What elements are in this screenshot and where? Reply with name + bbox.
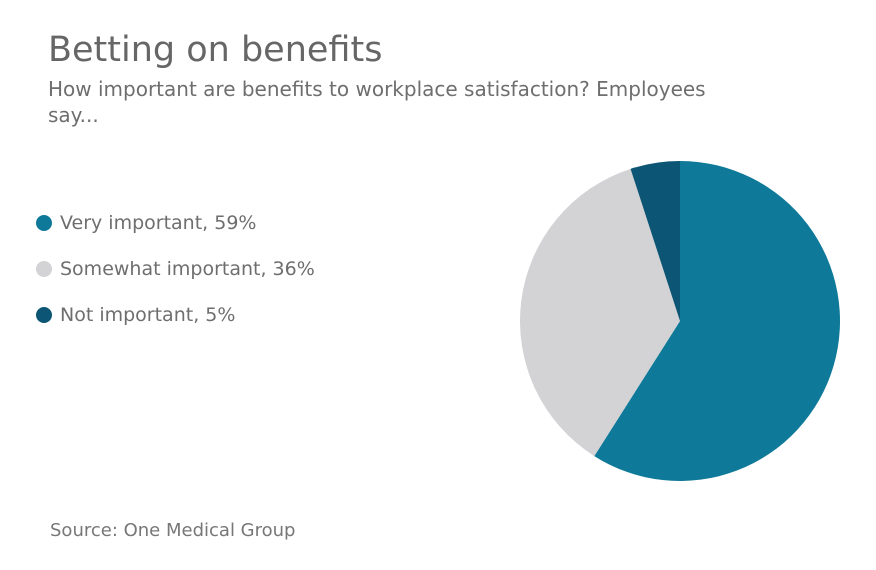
pie-slice-not-important [630,161,680,321]
legend-swatch [36,261,52,277]
legend-item-somewhat-important: Somewhat important, 36% [36,246,315,292]
legend-swatch [36,307,52,323]
legend-item-not-important: Not important, 5% [36,292,315,338]
source-note: Source: One Medical Group [50,520,296,541]
legend-swatch [36,215,52,231]
legend-item-very-important: Very important, 59% [36,200,315,246]
pie-slice-very-important [594,161,840,481]
pie-slice-somewhat-important [520,168,680,457]
legend-label: Somewhat important, 36% [60,258,315,280]
legend-label: Not important, 5% [60,304,236,326]
legend: Very important, 59% Somewhat important, … [36,200,315,338]
legend-label: Very important, 59% [60,212,257,234]
chart-subtitle: How important are benefits to workplace … [48,77,706,127]
chart-title: Betting on benefits [48,30,383,70]
